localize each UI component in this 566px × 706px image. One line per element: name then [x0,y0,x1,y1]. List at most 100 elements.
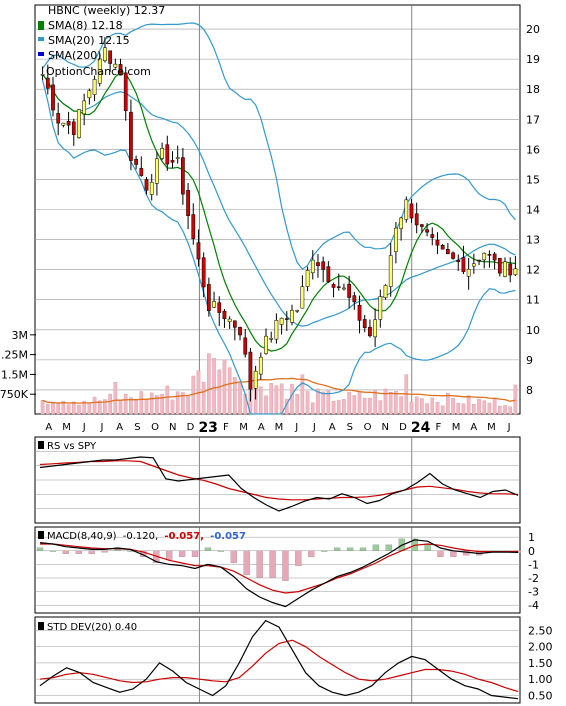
bollinger-upper-band [42,22,516,271]
month-tick-label: J [507,422,511,433]
price-axis-labels: 8 9 10 11 12 13 14 15 16 17 18 19 20 [526,23,540,397]
candle [440,244,445,250]
legend: HBNC (weekly) 12.37 SMA(8) 12.18 SMA(20)… [38,4,165,78]
candle-body [181,157,185,195]
candle [378,289,383,328]
candle-body [482,252,487,261]
volume-bar [331,401,336,415]
candle [352,291,357,310]
candle-body [264,335,268,354]
candle [279,317,284,335]
candle [40,66,45,81]
volume-moving-average-line [42,377,516,404]
volume-bar [40,400,45,415]
month-tick-label: M [239,422,248,433]
candle-body [347,283,352,298]
candle [383,284,388,300]
watermark: OptionChance.com [46,65,151,78]
candle-body [118,64,123,76]
candle [201,252,206,298]
volume-bar [186,395,190,415]
month-tick-label: S [134,422,140,433]
candle [108,50,113,72]
candle [404,196,409,223]
candle [103,37,107,63]
macd-histogram-bar [450,550,457,557]
macd-histogram-bar [282,550,289,581]
year-tick-label: 24 [411,420,431,436]
candle [471,253,476,274]
candle-body [290,309,294,323]
std-tick-label: 0.50 [528,689,553,702]
candle [253,365,258,400]
volume-bar [310,402,315,415]
macd-panel: 10-1-2-3-4 MACD(8,40,9) -0.120, -0.057, … [34,526,539,614]
volume-bar [352,395,357,415]
volume-bar [71,401,76,415]
candle [368,319,372,338]
candle [66,111,71,135]
volume-bar [451,397,455,415]
candle-body [97,58,102,84]
bollinger-lower-band [42,80,516,415]
volume-bar [430,397,435,415]
std-dev-panel: 0.50 1.00 1.50 2.00 2.50 STD DEV(20) 0.40 [34,616,553,704]
legend-item-sma200: SMA(200) [38,49,102,62]
candle [269,331,274,343]
candle-body [394,227,398,252]
candle-body [461,257,466,273]
candle [284,311,289,331]
volume-bar [149,392,154,415]
candle [123,66,128,121]
rs-panel-label: RS vs SPY [47,441,97,452]
candle-body [383,285,388,298]
volume-bar [326,390,331,415]
month-tick-label: A [45,422,52,433]
candle-body [373,319,377,338]
candle-body [144,179,149,191]
candle-body [310,259,315,274]
rs-moving-average-line [39,460,519,501]
macd-panel-frame [34,526,521,614]
candle-body [331,284,336,288]
volume-bar [238,382,242,415]
candle-body [368,326,372,337]
volume-bar [414,396,419,415]
volume-bar [420,398,424,415]
candle-body [336,286,341,288]
rs-vs-spy-panel: RS vs SPY [34,436,521,524]
std-label-swatch [38,622,44,630]
price-tick-label: 20 [526,23,540,36]
macd-histogram-bar [204,547,212,551]
candle [487,250,492,268]
candle-body [238,326,242,336]
volume-bar [482,400,487,415]
candle-body [206,284,211,311]
candle-body [103,47,107,62]
macd-tick-label: -1 [528,558,539,571]
candle [232,320,237,341]
candle-body [456,260,461,263]
candle-body [295,309,300,312]
volume-bar [207,353,211,415]
volume-bar [66,404,71,415]
candle-body [61,122,66,126]
candle [175,145,180,164]
month-tick-label: J [99,422,103,433]
legend-swatch-sma8 [38,21,44,30]
volume-bar [461,403,466,415]
candle-body [87,90,92,99]
candle-body [420,224,424,227]
macd-tick-label: 1 [528,531,535,544]
macd-tick-label: -4 [528,599,539,612]
macd-histogram-bar [191,550,199,557]
legend-swatch-sma20 [38,37,44,41]
macd-panel-label: MACD(8,40,9) -0.120, -0.057, -0.057 [47,531,246,542]
candle [243,328,248,358]
candle [394,221,398,264]
candle [155,151,159,196]
volume-bar [316,388,320,415]
volume-bar [92,396,97,415]
price-tick-label: 17 [526,113,540,126]
